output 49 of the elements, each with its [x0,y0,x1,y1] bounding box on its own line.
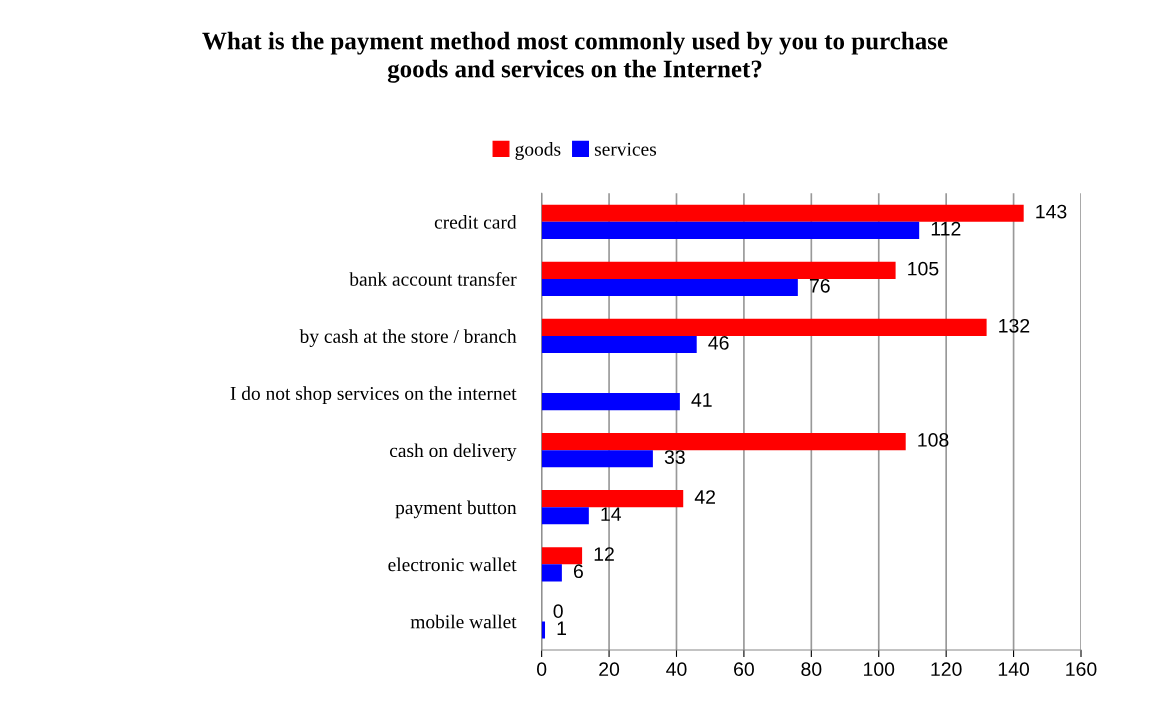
data-label: 14 [601,507,622,521]
bar [541,204,1024,222]
x-tick-label: 60 [734,662,754,677]
y-tick-label: payment button [395,500,517,519]
data-label: 46 [708,336,729,350]
legend-label: goods [515,142,561,160]
y-tick-label: credit card [434,215,517,229]
bar [541,433,906,451]
y-tick-label: electronic wallet [388,557,517,572]
bar [541,393,680,411]
data-label: 0 [553,604,563,619]
bar [541,261,896,279]
legend-label: services [594,142,657,156]
data-label: 33 [664,450,685,464]
x-tick-label: 0 [537,662,547,677]
data-label: 132 [999,318,1030,333]
bar [541,335,697,354]
data-label: 41 [691,393,712,407]
bar [541,490,684,508]
data-label: 6 [573,564,583,579]
bar [541,221,920,239]
bar [541,318,987,336]
data-label: 112 [931,221,961,236]
x-tick-label: 160 [1066,662,1097,677]
x-tick-label: 80 [801,662,822,677]
y-tick-label: by cash at the store / branch [299,329,517,347]
bar [541,564,562,582]
data-label: 42 [694,490,715,504]
bar [541,278,798,297]
data-label: 108 [918,433,949,447]
data-label: 1 [557,621,566,635]
y-tick-label: bank account transfer [349,271,517,286]
x-tick-label: 20 [599,662,620,677]
data-label: 105 [908,261,939,276]
x-tick-label: 40 [666,662,687,677]
bar [541,507,589,525]
bar [541,450,653,468]
data-label: 76 [809,278,830,293]
x-tick-label: 100 [864,662,895,677]
chart-title: What is the payment method most commonly used by you to purchase goods and services on the Internet? [202,31,948,83]
bar [541,547,583,565]
bar [541,621,546,639]
data-label: 143 [1036,204,1067,219]
y-tick-label: mobile wallet [410,614,517,629]
x-tick-label: 140 [998,662,1030,677]
x-tick-label: 120 [931,662,962,677]
y-tick-label: I do not shop services on the internet [230,386,517,404]
data-label: 12 [594,547,614,561]
y-tick-label: cash on delivery [389,443,517,462]
